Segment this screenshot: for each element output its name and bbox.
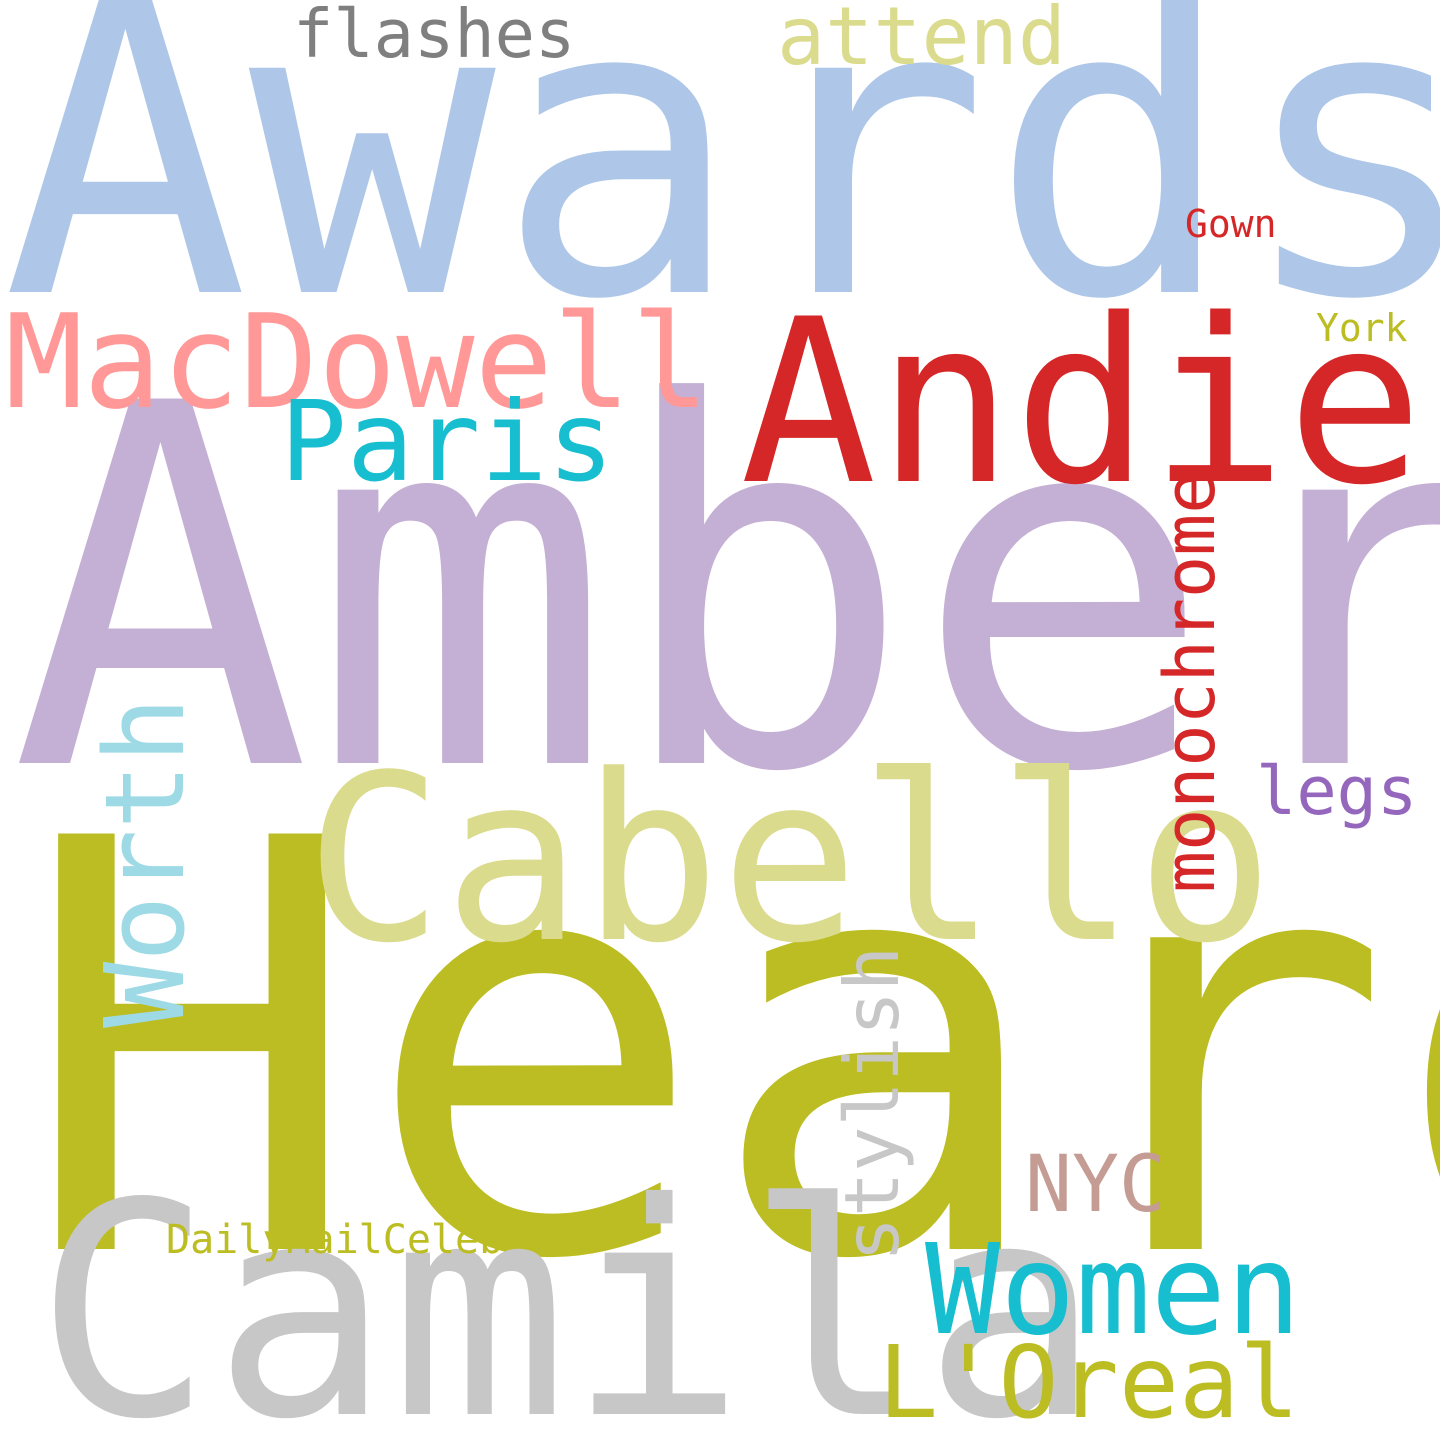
- word-andie: Andie: [740, 270, 1424, 535]
- word-nyc: NYC: [1025, 1140, 1166, 1230]
- word-monochrome: monochrome: [1149, 471, 1231, 893]
- word-legs: legs: [1256, 752, 1418, 830]
- word-awards: Awards: [2, 0, 1440, 389]
- word-york: York: [1316, 306, 1408, 350]
- word-cabello: Cabello: [305, 727, 1275, 994]
- word-heard: Heard: [20, 721, 1440, 1384]
- word-stylish: stylish: [828, 945, 916, 1262]
- word-attend: attend: [777, 0, 1066, 83]
- word-camila: Camila: [35, 1140, 1101, 1440]
- word-dailymailceleb: DailyMailCeleb: [166, 1217, 504, 1263]
- word-worth: Worth: [81, 696, 209, 1028]
- word-loreal: L'Oreal: [878, 1324, 1300, 1440]
- word-macdowell: MacDowell: [5, 286, 710, 438]
- word-flashes: flashes: [293, 0, 576, 73]
- word-amber: Amber: [10, 299, 1440, 881]
- word-gown: Gown: [1185, 202, 1277, 246]
- word-paris: Paris: [280, 378, 615, 507]
- word-women: Women: [925, 1218, 1302, 1363]
